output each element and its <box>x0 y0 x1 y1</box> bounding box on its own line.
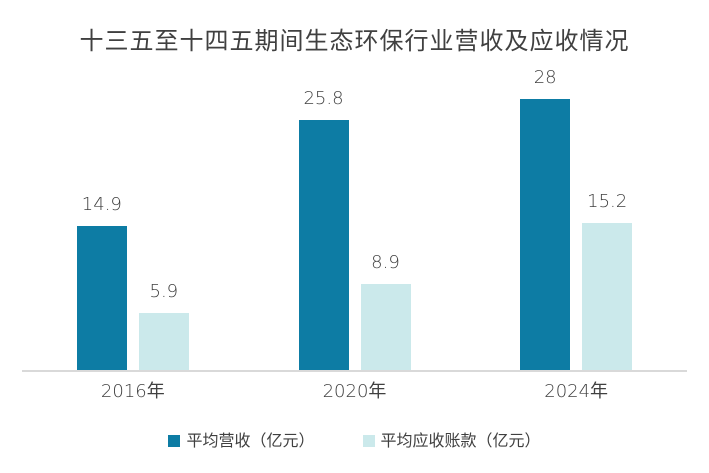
bar-value-label: 15.2 <box>587 190 628 212</box>
legend-item-receivables: 平均应收账款（亿元） <box>362 431 541 452</box>
legend-label-revenue: 平均营收（亿元） <box>186 431 315 450</box>
x-axis-labels: 2016年 2020年 2024年 <box>22 370 687 402</box>
bar-value-label: 8.9 <box>371 251 400 273</box>
x-axis-label-2024年: 2024年 <box>544 381 609 402</box>
bar-series1-2024年 <box>582 222 633 370</box>
bar-series1-2016年 <box>138 312 189 370</box>
chart-title: 十三五至十四五期间生态环保行业营收及应收情况 <box>79 27 630 55</box>
x-axis-line <box>22 370 687 372</box>
x-axis-label-2016年: 2016年 <box>100 381 165 402</box>
bar-series1-2020年 <box>360 283 411 370</box>
bar-series0-2016年 <box>76 225 127 370</box>
bar-value-label: 14.9 <box>81 193 122 215</box>
legend-item-revenue: 平均营收（亿元） <box>168 431 315 452</box>
plot-area: 14.9 5.9 25.8 8.9 28 15.2 <box>22 60 687 372</box>
bar-value-label: 5.9 <box>149 280 179 302</box>
bar-value-label: 28 <box>533 66 557 88</box>
bar-series0-2024年 <box>520 98 571 370</box>
legend: 平均营收（亿元） 平均应收账款（亿元） <box>0 431 709 452</box>
legend-label-receivables: 平均应收账款（亿元） <box>380 431 541 450</box>
bar-series0-2020年 <box>298 120 349 370</box>
legend-swatch-receivables-icon <box>362 435 375 448</box>
x-axis-label-2020年: 2020年 <box>322 381 387 402</box>
bar-value-label: 25.8 <box>303 88 344 110</box>
legend-swatch-revenue-icon <box>168 435 181 448</box>
